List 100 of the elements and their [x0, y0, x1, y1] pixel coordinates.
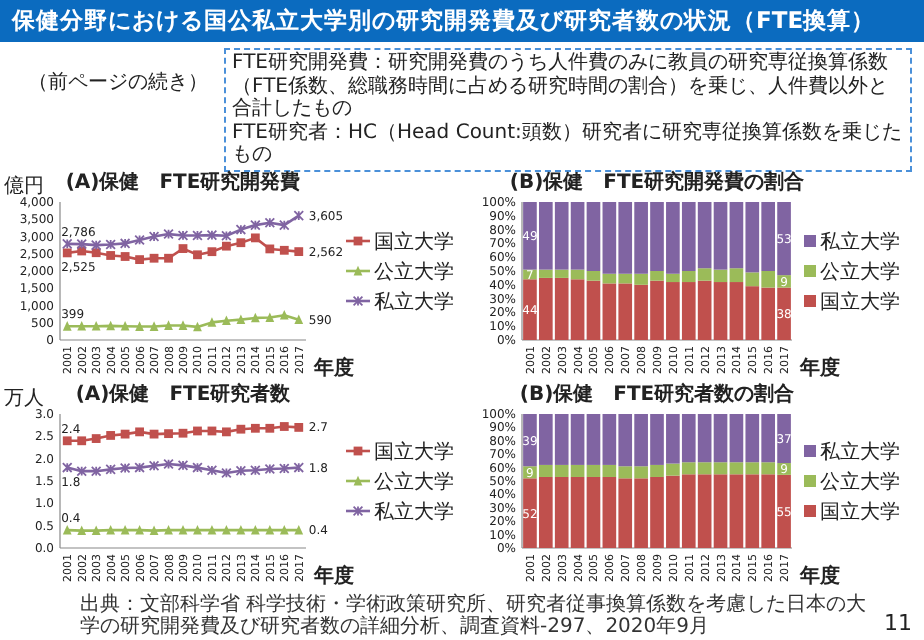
- point: [279, 524, 289, 535]
- point: [106, 524, 116, 535]
- text: 11: [884, 610, 912, 636]
- point: [119, 462, 131, 474]
- source-note: 出典：文部科学省 科学技術・学術政策研究所、研究者従事換算係数を考慮した日本の大学の研究開発費及び研究者数の詳細分析、調査資料-297、2020年9月: [80, 594, 869, 638]
- point: [222, 241, 231, 251]
- point: [105, 464, 116, 475]
- point: [235, 465, 247, 477]
- point: [106, 431, 116, 440]
- point: [91, 434, 101, 443]
- legend-label: 国立大学: [374, 440, 454, 464]
- point: [148, 231, 160, 242]
- point: [120, 524, 130, 535]
- y-axis-title: 億円: [4, 174, 44, 198]
- point: [177, 230, 189, 241]
- point: [294, 247, 304, 257]
- point: [236, 238, 246, 248]
- legend-label: 私立大学: [820, 440, 900, 464]
- point: [62, 524, 72, 535]
- legend-label: 国立大学: [820, 500, 900, 524]
- point: [120, 429, 130, 439]
- point: [236, 524, 246, 535]
- point: [148, 460, 160, 472]
- point: [120, 321, 130, 331]
- point: [265, 423, 275, 433]
- point: [90, 465, 102, 477]
- text: 保健分野における国公私立大学別の研究開発費及び研究者数の状況（FTE換算）: [0, 0, 924, 42]
- legend-label: 公立大学: [374, 470, 454, 494]
- point: [77, 321, 87, 331]
- point: [76, 238, 88, 250]
- point: [163, 228, 174, 240]
- point: [135, 427, 144, 437]
- point: [221, 467, 232, 479]
- point: [294, 423, 304, 432]
- point: [250, 312, 260, 323]
- x-axis-title: 年度: [798, 564, 840, 588]
- legend-label: 公立大学: [374, 260, 454, 284]
- point: [76, 465, 88, 477]
- point: [91, 525, 101, 535]
- point: [177, 460, 189, 471]
- point: [265, 312, 275, 322]
- text: FTE研究者：HC（Head Count:頭数）研究者に研究専従換算係数を乗じたもの: [232, 121, 904, 167]
- chart-title: (B)保健 FTE研究者数の割合: [519, 382, 797, 406]
- point: [77, 436, 87, 446]
- point: [207, 524, 217, 535]
- point: [294, 314, 304, 325]
- point: [163, 458, 174, 470]
- point: [235, 224, 247, 235]
- point: [222, 524, 231, 535]
- point: [62, 321, 72, 331]
- point: [178, 524, 188, 535]
- point: [206, 229, 218, 241]
- legend-label: 国立大学: [820, 290, 900, 314]
- point: [120, 252, 130, 261]
- point: [265, 524, 275, 535]
- point: [135, 524, 144, 535]
- point: [265, 244, 275, 254]
- point: [193, 250, 202, 260]
- point: [164, 524, 173, 535]
- point: [77, 525, 87, 535]
- point: [91, 321, 101, 331]
- x-axis-title: 年度: [798, 356, 840, 380]
- point: [279, 309, 289, 320]
- point: [193, 321, 202, 332]
- point: [149, 429, 159, 439]
- point: [207, 317, 217, 327]
- point: [222, 427, 231, 437]
- chart-title: (A)保健 FTE研究者数: [75, 382, 293, 406]
- point: [193, 524, 202, 535]
- legend-label: 私立大学: [374, 290, 454, 314]
- point: [250, 464, 261, 476]
- text: FTE研究開発費：研究開発費のうち人件費のみに教員の研究専従換算係数（FTE係数、総職務時間に占める研究時間の割合）を乗じ、人件費以外と合計したもの: [232, 52, 891, 121]
- point: [221, 230, 232, 242]
- point: [192, 462, 203, 473]
- point: [134, 234, 145, 246]
- text: （前ページの続き）: [28, 69, 208, 96]
- point: [149, 253, 159, 263]
- point: [149, 525, 159, 535]
- point: [164, 320, 173, 330]
- chart-title: (A)保健 FTE研究開発費: [65, 170, 301, 194]
- point: [250, 423, 260, 433]
- x-axis-title: 年度: [312, 564, 354, 588]
- legend-label: 私立大学: [374, 500, 454, 524]
- point: [250, 219, 261, 231]
- point: [222, 315, 231, 326]
- point: [236, 424, 246, 434]
- point: [90, 239, 102, 251]
- point: [264, 463, 276, 475]
- legend-label: 国立大学: [374, 230, 454, 254]
- x-axis-title: 年度: [312, 356, 354, 380]
- point: [178, 428, 188, 438]
- point: [164, 253, 173, 263]
- legend-label: 私立大学: [820, 230, 900, 254]
- point: [106, 320, 116, 331]
- point: [62, 248, 72, 258]
- point: [279, 245, 289, 255]
- legend-label: 公立大学: [820, 260, 900, 284]
- point: [164, 429, 173, 439]
- point: [294, 524, 304, 535]
- point: [250, 524, 260, 535]
